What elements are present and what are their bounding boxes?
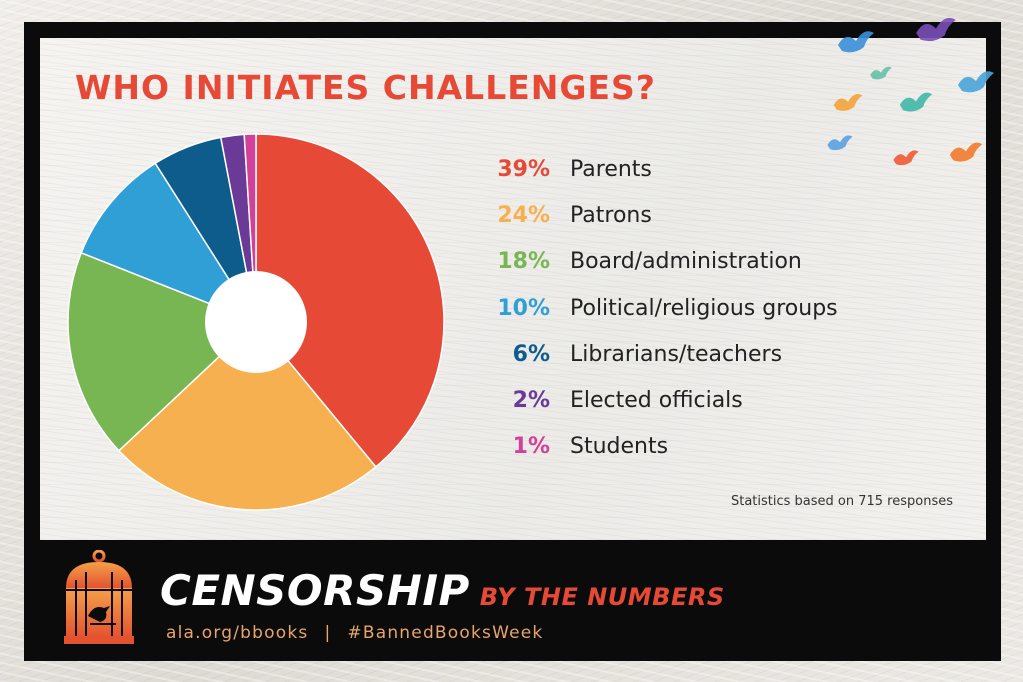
legend: 39% Parents 24% Patrons 18% Board/administrat… <box>480 146 838 470</box>
legend-label: Political/religious groups <box>570 295 838 321</box>
legend-percent: 24% <box>497 202 550 228</box>
footer-links: ala.org/bbooks | #BannedBooksWeek <box>166 623 543 643</box>
chart-title: WHO INITIATES CHALLENGES? <box>75 68 656 107</box>
bird-shape <box>916 17 956 42</box>
legend-percent: 10% <box>497 295 550 321</box>
legend-item: 24% Patrons <box>480 192 838 238</box>
legend-item: 2% Elected officials <box>480 377 838 423</box>
legend-label: Elected officials <box>570 388 743 414</box>
censorship-text: CENSORSHIP <box>160 566 470 615</box>
flying-birds-icon <box>827 17 994 166</box>
pie-center-hole <box>205 271 307 373</box>
legend-item: 6% Librarians/teachers <box>480 331 838 377</box>
by-the-numbers-text: BY THE NUMBERS <box>479 583 725 611</box>
website-link[interactable]: ala.org/bbooks <box>166 623 309 643</box>
pie-slice-board-administration <box>67 251 258 452</box>
legend-item: 10% Political/religious groups <box>480 285 838 331</box>
pie-slice-parents <box>255 133 445 468</box>
legend-percent: 6% <box>512 341 550 367</box>
bird-shape <box>838 31 874 53</box>
legend-item: 1% Students <box>480 424 838 470</box>
bird-shape <box>899 92 933 112</box>
legend-label: Parents <box>570 156 652 182</box>
bird-shape <box>827 135 853 151</box>
legend-percent: 1% <box>512 434 550 460</box>
legend-item: 18% Board/administration <box>480 239 838 285</box>
hashtag-link[interactable]: #BannedBooksWeek <box>347 623 544 643</box>
bird-shape <box>958 71 994 93</box>
bird-shape <box>893 150 919 166</box>
legend-label: Board/administration <box>570 249 802 275</box>
footer-title: CENSORSHIP BY THE NUMBERS <box>160 566 725 615</box>
link-separator: | <box>324 623 332 643</box>
bird-shape <box>949 142 983 162</box>
legend-label: Patrons <box>570 202 652 228</box>
legend-percent: 2% <box>512 388 550 414</box>
pie-slice-patrons <box>117 320 377 511</box>
bird-shape <box>833 93 863 111</box>
legend-percent: 39% <box>497 156 550 182</box>
pie-chart <box>67 133 445 511</box>
legend-item: 39% Parents <box>480 146 838 192</box>
legend-percent: 18% <box>497 249 550 275</box>
statistics-note: Statistics based on 715 responses <box>730 494 953 509</box>
bird-shape <box>870 66 892 80</box>
birdcage-icon <box>64 550 134 644</box>
legend-label: Students <box>570 434 669 460</box>
pie-slice-political-religious-groups <box>80 162 258 324</box>
legend-label: Librarians/teachers <box>570 341 783 367</box>
